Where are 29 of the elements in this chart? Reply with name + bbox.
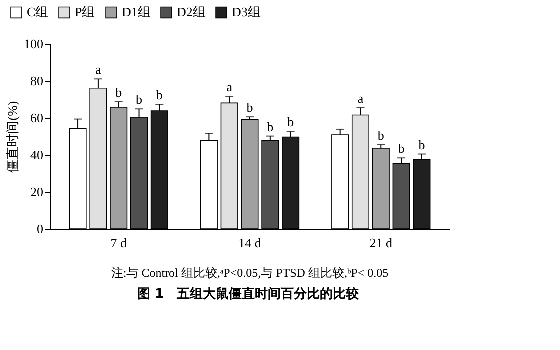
x-tick-label: 7 d [110, 236, 128, 250]
data-label: a [358, 90, 364, 106]
y-tick-label: 100 [24, 36, 44, 52]
data-label: b [116, 84, 122, 100]
legend-label: D1组 [122, 4, 151, 20]
y-tick-label: 0 [37, 222, 44, 236]
data-label: a [226, 80, 233, 95]
y-tick-label: 40 [30, 148, 44, 162]
legend-label: C组 [27, 4, 49, 20]
y-axis-title: 僵直时间(%) [5, 101, 20, 173]
data-label: b [418, 137, 426, 152]
y-tick-label: 80 [30, 74, 44, 88]
data-label: b [288, 114, 294, 130]
data-label: b [267, 119, 274, 134]
data-label: b [398, 141, 405, 156]
data-label: b [156, 87, 163, 102]
legend-label: P组 [75, 4, 96, 20]
y-tick-label: 60 [30, 110, 44, 126]
y-tick-label: 20 [30, 184, 44, 200]
data-label: a [96, 62, 102, 78]
text: 图 1 五组大鼠僵直时间百分比的比较 [137, 286, 360, 302]
data-label: b [378, 128, 384, 143]
x-tick-label: 21 d [370, 236, 394, 250]
text: 注:与 Control 组比较,ᵃP<0.05,与 PTSD 组比较,ᵇP< 0.05 [111, 266, 389, 280]
data-label: b [136, 92, 143, 108]
legend-label: D3组 [232, 4, 261, 20]
x-tick-label: 14 d [238, 236, 262, 250]
data-label: b [246, 100, 254, 116]
legend-label: D2组 [177, 4, 206, 20]
